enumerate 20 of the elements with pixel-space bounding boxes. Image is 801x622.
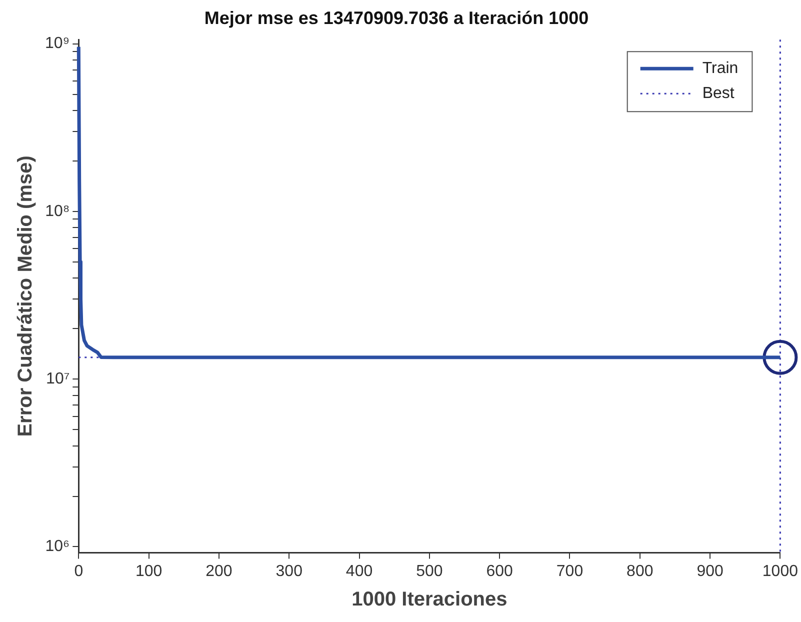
- x-tick-label: 900: [696, 562, 724, 580]
- x-tick-label: 1000: [762, 562, 798, 580]
- x-tick-label: 600: [486, 562, 514, 580]
- y-tick-label: 10⁹: [44, 35, 70, 52]
- x-tick-label: 100: [135, 562, 162, 580]
- x-tick-label: 200: [206, 562, 232, 580]
- x-tick-label: 700: [556, 562, 584, 580]
- y-tick-label: 10⁸: [45, 202, 70, 220]
- x-tick-label: 400: [346, 562, 373, 580]
- legend-label: Train: [702, 60, 738, 78]
- x-tick-label: 500: [416, 562, 443, 580]
- x-axis-title: 1000 Iteraciones: [352, 588, 508, 611]
- y-axis-title: Error Cuadrático Medio (mse): [14, 156, 37, 437]
- x-tick-label: 300: [276, 562, 303, 580]
- x-tick-label: 800: [626, 562, 654, 580]
- chart-title: Mejor mse es 13470909.7036 a Iteración 1000: [204, 8, 589, 28]
- y-tick-label: 10⁷: [46, 370, 70, 388]
- x-tick-label: 0: [74, 562, 84, 580]
- y-tick-label: 10⁶: [45, 538, 70, 556]
- ref-line-label: Best: [702, 85, 735, 102]
